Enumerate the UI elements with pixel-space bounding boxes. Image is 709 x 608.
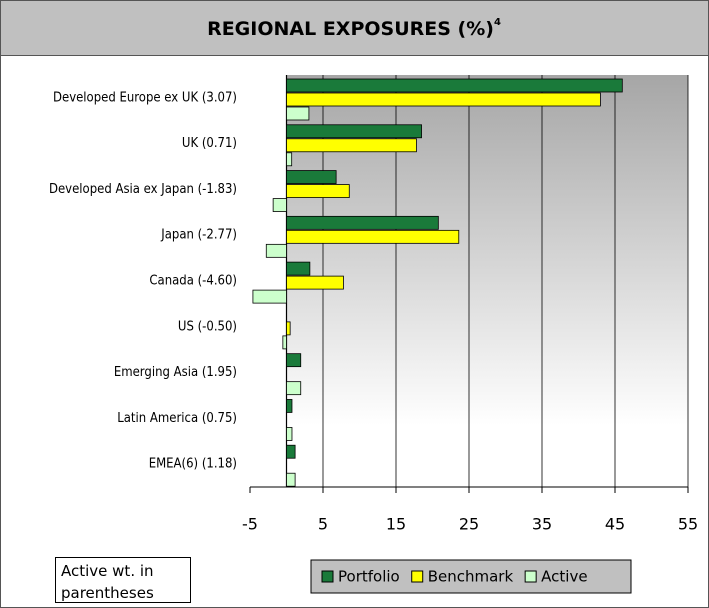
- bar: [286, 152, 293, 167]
- bar: [286, 92, 601, 107]
- x-tick-label: 45: [605, 515, 625, 534]
- legend-label: Benchmark: [428, 568, 514, 586]
- title-superscript: 4: [494, 17, 501, 28]
- bar: [286, 215, 439, 230]
- bar: [286, 138, 417, 153]
- bar: [286, 170, 337, 184]
- title-text: REGIONAL EXPOSURES (%): [207, 18, 494, 40]
- bar: [286, 472, 296, 487]
- bar: [252, 289, 287, 304]
- bar: [286, 261, 311, 276]
- bar: [286, 78, 623, 93]
- legend-swatch: [411, 570, 424, 583]
- legend-label: Portfolio: [338, 568, 400, 586]
- y-tick-label: Canada (-4.60): [149, 274, 237, 289]
- note: Active wt. in parentheses: [55, 557, 191, 603]
- x-tick-label: 25: [459, 515, 479, 534]
- legend: [310, 559, 632, 594]
- y-tick-label: EMEA(6) (1.18): [149, 457, 237, 472]
- legend-swatch: [524, 570, 537, 583]
- y-tick-label: Japan (-2.77): [160, 228, 237, 243]
- bar: [265, 243, 287, 258]
- y-tick-label: Latin America (0.75): [117, 411, 237, 426]
- bar: [286, 399, 293, 413]
- bar: [286, 184, 350, 198]
- bar: [286, 427, 293, 441]
- bar: [286, 124, 422, 139]
- x-tick-label: 55: [678, 515, 698, 534]
- y-tick-label: Developed Asia ex Japan (-1.83): [49, 182, 237, 197]
- y-tick-label: Emerging Asia (1.95): [114, 365, 237, 380]
- bar: [286, 275, 344, 290]
- bar: [286, 321, 291, 336]
- y-tick-label: Developed Europe ex UK (3.07): [53, 90, 237, 105]
- bar: [286, 106, 310, 121]
- bar: [282, 335, 287, 350]
- bar: [286, 229, 460, 244]
- bar: [272, 198, 287, 212]
- x-tick-label: 35: [532, 515, 552, 534]
- x-tick-label: 15: [386, 515, 406, 534]
- bar: [286, 381, 302, 396]
- chart-title: REGIONAL EXPOSURES (%)4: [207, 17, 501, 40]
- legend-swatch: [321, 570, 334, 583]
- y-tick-label: UK (0.71): [182, 136, 237, 151]
- bar: [286, 353, 302, 368]
- title-bar: [0, 0, 709, 56]
- x-tick-label: -5: [242, 515, 258, 534]
- x-tick-label: 5: [318, 515, 328, 534]
- y-tick-label: US (-0.50): [178, 319, 237, 334]
- bar: [286, 444, 296, 459]
- legend-label: Active: [541, 568, 587, 586]
